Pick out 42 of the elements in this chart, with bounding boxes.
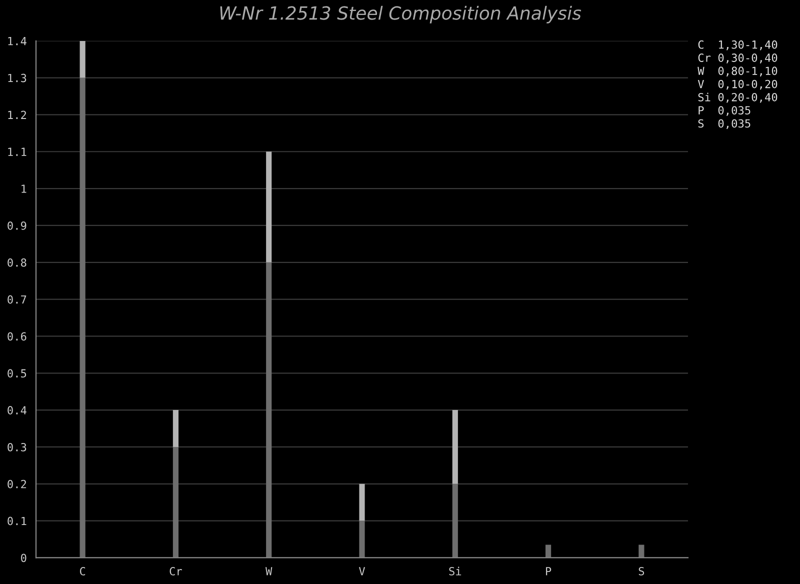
bar bbox=[80, 78, 86, 558]
y-tick-label: 0.5 bbox=[8, 369, 26, 378]
text: Cr 0,30-0,40 bbox=[698, 54, 778, 64]
y-tick-label: 0.9 bbox=[8, 221, 26, 230]
y-tick-label: 0.1 bbox=[8, 516, 26, 526]
x-tick-label: C bbox=[80, 567, 86, 576]
bar bbox=[359, 520, 365, 558]
text: P 0,035 bbox=[698, 106, 750, 116]
x-tick-label: V bbox=[358, 567, 366, 576]
y-tick-label: 0 bbox=[21, 554, 26, 562]
text: Si 0,20-0,40 bbox=[698, 92, 778, 103]
y-tick-label: 1.2 bbox=[8, 110, 26, 119]
bar bbox=[172, 410, 179, 447]
chart-title: W-Nr 1.2513 Steel Composition Analysis bbox=[220, 6, 582, 24]
y-tick-label: 0.6 bbox=[8, 332, 26, 341]
x-tick-label: Cr bbox=[170, 567, 182, 576]
bar bbox=[80, 40, 86, 78]
y-tick-label: 0.3 bbox=[8, 442, 26, 452]
bar bbox=[638, 544, 644, 558]
bar bbox=[359, 484, 365, 521]
text: C 1,30-1,40 bbox=[698, 40, 778, 50]
x-tick-label: W bbox=[266, 567, 272, 576]
bar bbox=[266, 262, 272, 558]
bar bbox=[266, 152, 272, 262]
bar bbox=[545, 544, 552, 558]
text: S 0,035 bbox=[698, 119, 750, 130]
y-tick-label: 1.4 bbox=[8, 37, 26, 46]
bar bbox=[452, 484, 458, 558]
y-tick-label: 1.3 bbox=[8, 74, 26, 82]
bar bbox=[172, 446, 179, 558]
x-tick-label: Si bbox=[449, 566, 462, 576]
y-tick-label: 0.4 bbox=[8, 406, 26, 414]
y-tick-label: 0.8 bbox=[8, 258, 26, 267]
y-tick-label: 0.7 bbox=[8, 295, 26, 304]
y-tick-label: 1 bbox=[22, 184, 26, 193]
bar bbox=[452, 410, 458, 484]
y-tick-label: 0.2 bbox=[8, 480, 26, 488]
y-tick-label: 1.1 bbox=[8, 148, 26, 156]
text: W 0,80-1,10 bbox=[698, 66, 778, 76]
text: V 0,10-0,20 bbox=[698, 80, 778, 90]
x-tick-label: S bbox=[638, 567, 644, 576]
x-tick-label: P bbox=[546, 567, 552, 576]
